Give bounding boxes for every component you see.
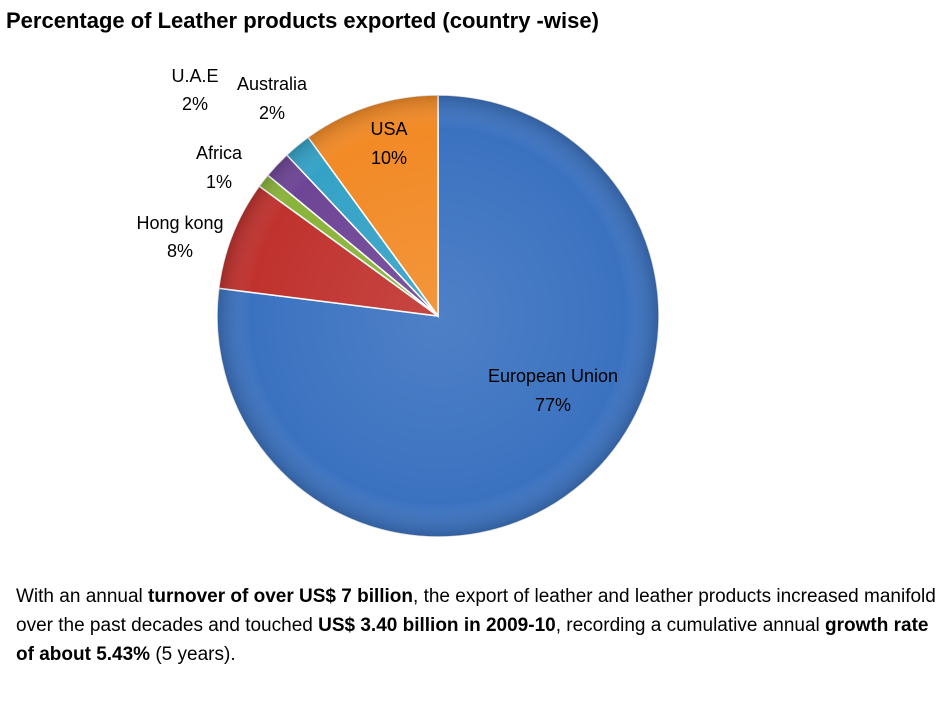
- caption-highlight-turnover: turnover of over US$ 7 billion: [148, 586, 414, 607]
- caption-part-1: With an annual: [16, 586, 149, 607]
- value-usa: 10%: [371, 148, 407, 168]
- label-australia: Australia: [237, 74, 308, 94]
- value-africa: 1%: [206, 172, 232, 192]
- label-hong-kong: Hong kong: [136, 213, 223, 233]
- caption-part-4: (5 years).: [150, 644, 236, 665]
- label-european-union: European Union: [488, 366, 618, 386]
- pie-chart: European Union 77% Hong kong 8% Africa 1…: [136, 66, 660, 538]
- caption-part-2: , the export of leather and leather prod…: [16, 586, 936, 636]
- caption-highlight-export-value: US$ 3.40 billion in 2009-10: [318, 615, 556, 636]
- value-australia: 2%: [259, 103, 285, 123]
- label-usa: USA: [370, 119, 407, 139]
- caption-text: With an annual turnover of over US$ 7 bi…: [16, 582, 936, 669]
- caption-highlight-growth-rate: growth rate of about 5.43%: [16, 615, 929, 665]
- chart-title: Percentage of Leather products exported …: [6, 8, 599, 33]
- value-uae: 2%: [182, 94, 208, 114]
- value-hong-kong: 8%: [167, 241, 193, 261]
- label-africa: Africa: [196, 143, 243, 163]
- value-european-union: 77%: [535, 395, 571, 415]
- label-uae: U.A.E: [171, 66, 218, 86]
- caption-part-3: , recording a cumulative annual: [555, 615, 826, 636]
